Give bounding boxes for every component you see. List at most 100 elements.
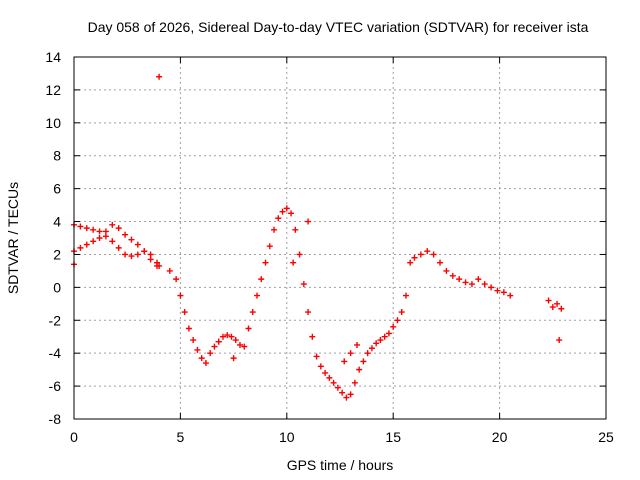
data-point (198, 355, 205, 362)
data-point (156, 73, 163, 80)
data-point (262, 259, 269, 266)
x-tick-label: 10 (279, 429, 295, 445)
y-tick-label: 14 (45, 49, 61, 65)
y-tick-label: 6 (53, 181, 61, 197)
data-point (326, 374, 333, 381)
y-tick-label: -2 (49, 312, 62, 328)
data-point (507, 292, 514, 299)
y-tick-label: -6 (49, 378, 62, 394)
grid-lines (74, 57, 606, 419)
x-tick-label: 5 (177, 429, 185, 445)
data-point (549, 304, 556, 311)
data-point (166, 267, 173, 274)
data-point (77, 223, 84, 230)
data-point (109, 238, 116, 245)
data-point (398, 309, 405, 316)
data-point (96, 228, 103, 235)
data-point (102, 233, 109, 240)
axis-ticks: 0 5 10 15 20 25 -8 -6 -4 -2 0 2 4 6 8 10 12 14 (45, 49, 614, 445)
data-point (90, 226, 97, 233)
data-point (347, 350, 354, 357)
data-point (317, 363, 324, 370)
data-point (417, 251, 424, 258)
data-point (228, 333, 235, 340)
x-tick-label: 0 (70, 429, 78, 445)
data-point (109, 221, 116, 228)
x-tick-label: 15 (385, 429, 401, 445)
y-tick-label: 2 (53, 246, 61, 262)
data-point (211, 343, 218, 350)
data-point (360, 358, 367, 365)
data-point (545, 297, 552, 304)
data-point (354, 341, 361, 348)
data-point (394, 317, 401, 324)
data-points (71, 73, 565, 401)
data-point (390, 323, 397, 330)
x-axis-label: GPS time / hours (287, 457, 394, 473)
data-point (305, 218, 312, 225)
data-point (488, 284, 495, 291)
data-point (309, 333, 316, 340)
data-point (181, 309, 188, 316)
data-point (271, 226, 278, 233)
data-point (279, 208, 286, 215)
data-point (305, 309, 312, 316)
y-tick-label: -4 (49, 345, 62, 361)
x-tick-label: 25 (598, 429, 614, 445)
data-point (83, 241, 90, 248)
chart-title: Day 058 of 2026, Sidereal Day-to-day VTE… (88, 19, 589, 35)
data-point (500, 289, 507, 296)
data-point (275, 215, 282, 222)
data-point (347, 391, 354, 398)
data-point (385, 330, 392, 337)
data-point (177, 292, 184, 299)
data-point (322, 369, 329, 376)
data-point (481, 281, 488, 288)
data-point (219, 333, 226, 340)
data-point (134, 241, 141, 248)
data-point (351, 379, 358, 386)
plot-frame (73, 56, 607, 420)
data-point (215, 338, 222, 345)
data-point (185, 325, 192, 332)
data-point (368, 345, 375, 352)
data-point (249, 309, 256, 316)
data-point (128, 236, 135, 243)
data-point (334, 384, 341, 391)
data-point (173, 276, 180, 283)
data-point (300, 281, 307, 288)
data-point (341, 358, 348, 365)
data-point (245, 325, 252, 332)
data-point (468, 281, 475, 288)
data-point (381, 333, 388, 340)
data-point (258, 276, 265, 283)
data-point (296, 251, 303, 258)
y-tick-label: 0 (53, 279, 61, 295)
data-point (558, 305, 565, 312)
data-point (292, 226, 299, 233)
data-point (554, 300, 561, 307)
data-point (407, 259, 414, 266)
data-point (153, 259, 160, 266)
data-point (115, 244, 122, 251)
data-point (241, 343, 248, 350)
data-point (190, 337, 197, 344)
y-tick-label: 10 (45, 115, 61, 131)
y-tick-label: 8 (53, 148, 61, 164)
data-point (494, 287, 501, 294)
x-tick-label: 20 (492, 429, 508, 445)
data-point (134, 251, 141, 258)
data-point (141, 248, 148, 255)
data-point (266, 243, 273, 250)
data-point (90, 238, 97, 245)
data-point (343, 394, 350, 401)
data-point (207, 350, 214, 357)
data-point (224, 332, 231, 339)
data-point (437, 259, 444, 266)
data-point (202, 360, 209, 367)
data-point (356, 366, 363, 373)
data-point (122, 251, 129, 258)
data-point (373, 340, 380, 347)
data-point (339, 389, 346, 396)
